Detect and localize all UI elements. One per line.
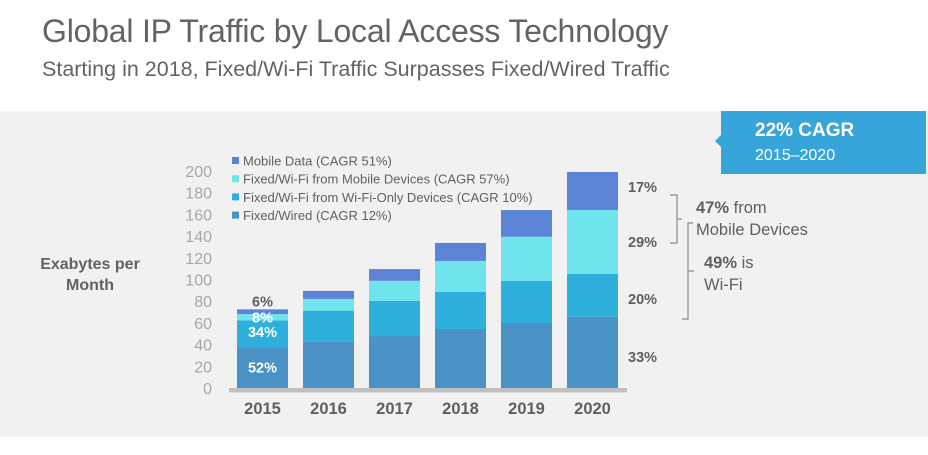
bracket-mobile-devices — [670, 194, 682, 244]
legend: Mobile Data (CAGR 51%) Fixed/Wi-Fi from M… — [232, 154, 533, 223]
bar-segment-fixed-wired — [567, 316, 618, 388]
x-axis-labels: 2015 2016 2017 2018 2019 2020 — [244, 400, 611, 418]
data-label-2020-wifi-only: 20% — [628, 292, 657, 308]
cagr-period: 2015–2020 — [755, 147, 836, 164]
bar-segment-wifi-mobile — [237, 314, 288, 321]
bar-segment-wifi-mobile — [435, 260, 486, 292]
annotation-brackets — [670, 194, 694, 320]
bar-segment-wifi-mobile — [369, 280, 420, 301]
x-tick-label: 2020 — [574, 400, 611, 418]
bar-segment-mobile-data — [435, 242, 486, 261]
bar-segment-fixed-wired — [303, 341, 354, 388]
legend-swatch — [232, 193, 239, 201]
x-axis-line — [229, 388, 627, 393]
y-tick-label: 40 — [194, 338, 212, 355]
x-tick-label: 2015 — [244, 400, 281, 418]
bar-segment-mobile-data — [501, 210, 552, 237]
y-tick-label: 0 — [203, 381, 212, 398]
legend-label: Fixed/Wi-Fi from Mobile Devices (CAGR 57… — [243, 172, 510, 187]
page-subtitle: Starting in 2018, Fixed/Wi-Fi Traffic Su… — [42, 57, 670, 81]
y-tick-label: 200 — [185, 164, 212, 181]
annotation-wifi-pct: 49% — [704, 254, 738, 272]
bar-segment-wifi-only — [237, 320, 288, 348]
y-axis-label: Exabytes per Month — [40, 256, 140, 294]
data-label-2015-fixed-wired: 52% — [248, 361, 277, 377]
y-axis-ticks: 0 20 40 60 80 100 120 140 160 180 200 — [185, 164, 212, 398]
bar-segment-wifi-mobile — [303, 298, 354, 311]
bars — [237, 171, 618, 388]
bar-segment-mobile-data — [303, 290, 354, 299]
legend-swatch — [232, 175, 239, 183]
bar-segment-wifi-only — [435, 291, 486, 329]
bar-segment-fixed-wired — [237, 347, 288, 388]
x-tick-label: 2018 — [442, 400, 479, 418]
cagr-callout: 22% CAGR 2015–2020 — [715, 111, 926, 174]
legend-item-fixed-wired: Fixed/Wired (CAGR 12%) — [232, 208, 392, 223]
annotation-wifi-text: is — [737, 254, 754, 272]
bar-segment-mobile-data — [237, 309, 288, 315]
y-tick-label: 180 — [185, 186, 212, 203]
y-tick-label: 160 — [185, 207, 212, 224]
data-label-2015-wifi-mobile: 8% — [252, 310, 273, 326]
page-title: Global IP Traffic by Local Access Techno… — [42, 13, 669, 49]
x-tick-label: 2017 — [376, 400, 413, 418]
bar-segment-fixed-wired — [501, 323, 552, 388]
x-tick-label: 2019 — [508, 400, 545, 418]
legend-swatch — [232, 157, 239, 164]
bar-segment-wifi-only — [567, 273, 618, 317]
y-tick-label: 100 — [185, 273, 212, 290]
bar-segment-wifi-only — [501, 281, 552, 324]
bracket-wifi — [682, 222, 694, 320]
y-tick-label: 80 — [194, 294, 212, 311]
cagr-value: 22% CAGR — [755, 120, 855, 141]
annotation-wifi: 49% is Wi-Fi — [704, 252, 754, 296]
legend-item-wifi-only: Fixed/Wi-Fi from Wi-Fi-Only Devices (CAG… — [232, 190, 533, 205]
annotation-wifi-line2: Wi-Fi — [704, 276, 743, 294]
y-tick-label: 20 — [194, 359, 212, 376]
bar-segment-fixed-wired — [435, 328, 486, 388]
bar-segment-fixed-wired — [369, 336, 420, 388]
data-label-2015-wifi-only: 34% — [248, 325, 277, 341]
legend-label: Fixed/Wired (CAGR 12%) — [243, 208, 392, 223]
legend-label: Mobile Data (CAGR 51%) — [243, 154, 392, 169]
data-label-2020-wifi-mobile: 29% — [628, 235, 657, 251]
bar-segment-wifi-mobile — [501, 236, 552, 282]
annotation-mobile-line2: Mobile Devices — [696, 221, 808, 239]
data-label-2020-mobile-data: 17% — [628, 180, 657, 196]
data-labels: 6%8%34% 52% 17% 29% 20% 33% — [248, 180, 657, 377]
data-label-2015-mobile-data: 6% — [252, 294, 273, 310]
y-tick-label: 140 — [185, 229, 212, 246]
bar-segment-wifi-only — [303, 310, 354, 342]
legend-item-wifi-mobile: Fixed/Wi-Fi from Mobile Devices (CAGR 57… — [232, 172, 510, 187]
y-tick-label: 60 — [194, 316, 212, 333]
bar-segment-wifi-only — [369, 300, 420, 337]
bar-segment-wifi-mobile — [567, 209, 618, 274]
annotation-mobile-pct: 47% — [696, 199, 730, 217]
y-tick-label: 120 — [185, 251, 212, 268]
legend-item-mobile-data: Mobile Data (CAGR 51%) — [232, 154, 392, 169]
bar-segment-mobile-data — [369, 269, 420, 281]
legend-label: Fixed/Wi-Fi from Wi-Fi-Only Devices (CAG… — [243, 190, 533, 205]
bar-segment-mobile-data — [567, 171, 618, 210]
x-tick-label: 2016 — [310, 400, 347, 418]
data-label-2020-fixed-wired: 33% — [628, 350, 657, 366]
annotation-mobile-text: from — [729, 199, 767, 217]
legend-swatch — [232, 211, 239, 219]
annotation-mobile-devices: 47% from Mobile Devices — [696, 197, 808, 241]
